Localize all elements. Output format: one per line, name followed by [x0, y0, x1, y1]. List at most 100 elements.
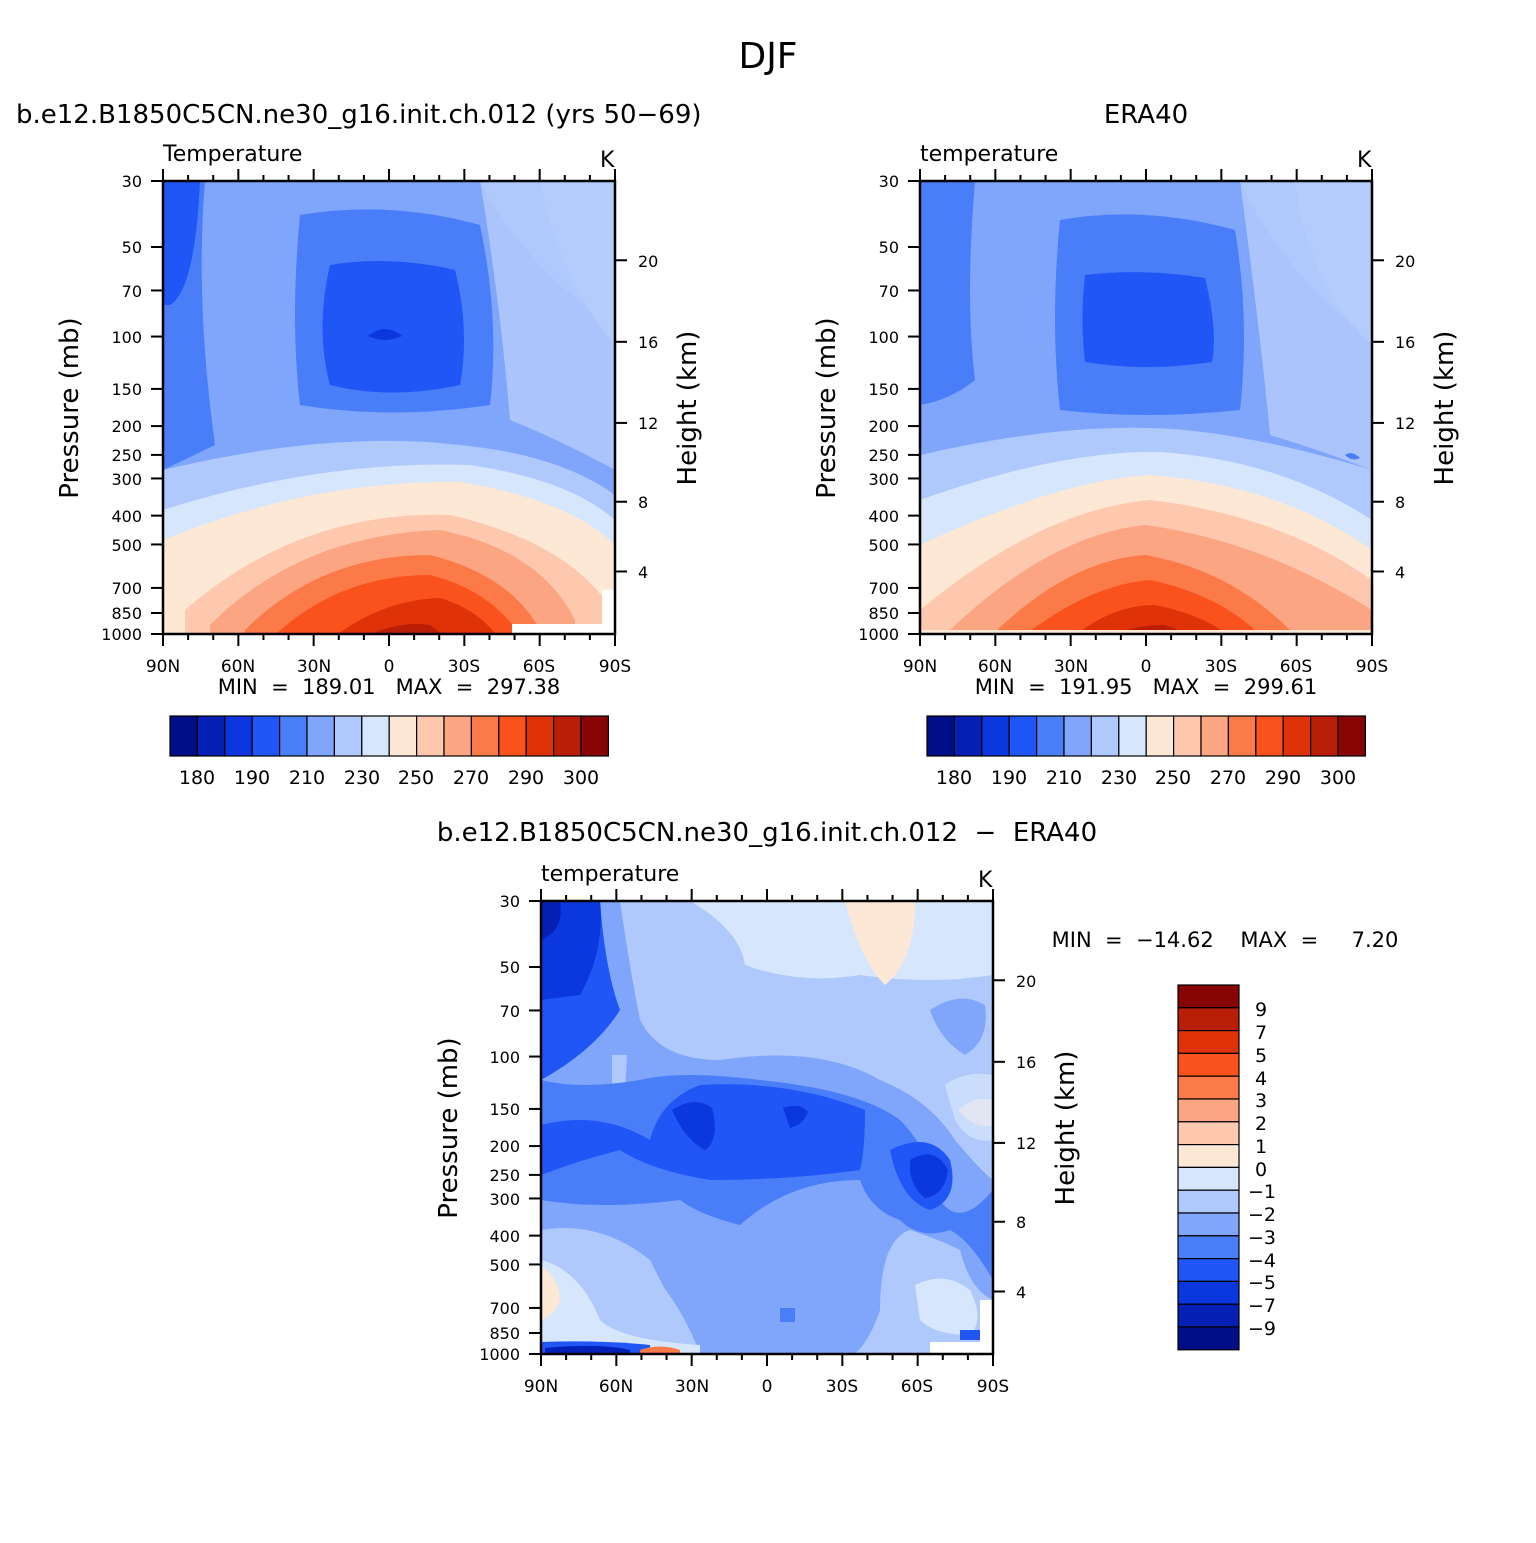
- y-tick-label: 100: [489, 1048, 520, 1067]
- y-tick-label: 700: [111, 579, 142, 598]
- panel-difference: b.e12.B1850C5CN.ne30_g16.init.ch.012 − E…: [434, 818, 1398, 1397]
- colorbar-labels: 9 7 5 4 3 2 1 0 −1 −2 −3 −4 −5 −7 −9: [1248, 999, 1276, 1340]
- colorbar-swatch: [1177, 1303, 1240, 1328]
- colorbar-swatch: [1200, 715, 1229, 757]
- panel-era40-yticks-right: 20 16 12 8 4: [1395, 252, 1415, 582]
- y-tick-label: 100: [111, 328, 142, 347]
- colorbar-label: 250: [1155, 767, 1191, 789]
- y-right-tick-label: 16: [1016, 1053, 1036, 1072]
- x-tick-label: 60N: [978, 657, 1012, 677]
- colorbar-label: −3: [1248, 1227, 1276, 1249]
- y-tick-label: 30: [500, 892, 520, 911]
- colorbar-swatch: [224, 715, 253, 757]
- colorbar-swatch: [1177, 1257, 1240, 1282]
- y-tick-label: 150: [489, 1100, 520, 1119]
- colorbar-swatch: [1035, 715, 1065, 757]
- colorbar-swatch: [1177, 1235, 1240, 1260]
- y-tick-label: 70: [122, 282, 142, 301]
- y-tick-label: 500: [111, 536, 142, 555]
- x-tick-label: 0: [762, 1377, 773, 1397]
- y-tick-label: 300: [868, 470, 899, 489]
- colorbar-swatch: [1227, 715, 1257, 757]
- y-tick-label: 850: [489, 1324, 520, 1343]
- colorbar-swatch: [1177, 1166, 1240, 1191]
- y-tick-label: 500: [489, 1256, 520, 1275]
- y-right-tick-label: 16: [638, 333, 658, 352]
- colorbar-label: −2: [1248, 1204, 1276, 1226]
- y-tick-label: 250: [111, 446, 142, 465]
- y-tick-label: 1000: [101, 625, 142, 644]
- colorbar: [926, 715, 1366, 757]
- colorbar-label: 190: [234, 767, 270, 789]
- panel-model-variable: Temperature: [162, 142, 302, 167]
- panel-model-field: [163, 181, 615, 634]
- colorbar-swatch: [470, 715, 500, 757]
- x-tick-label: 30N: [1054, 657, 1088, 677]
- y-tick-label: 300: [489, 1190, 520, 1209]
- x-tick-label: 30N: [675, 1377, 709, 1397]
- colorbar-swatch: [580, 715, 609, 757]
- colorbar-label: 300: [563, 767, 599, 789]
- x-tick-label: 0: [1141, 657, 1152, 677]
- colorbar-swatch: [1172, 715, 1202, 757]
- y-tick-label: 150: [111, 380, 142, 399]
- y-tick-label: 700: [489, 1299, 520, 1318]
- colorbar-label: 1: [1255, 1136, 1267, 1158]
- y-tick-label: 30: [879, 172, 899, 191]
- x-tick-label: 90S: [599, 657, 631, 677]
- x-tick-label: 0: [384, 657, 395, 677]
- panel-era40-field: [920, 181, 1372, 634]
- colorbar: [1177, 984, 1240, 1351]
- y-tick-label: 200: [868, 417, 899, 436]
- panel-era40-yticks: 30 50 70 100 150 200 250 300 400 500 700…: [858, 172, 899, 644]
- y-axis-label-right: Height (km): [1430, 331, 1460, 486]
- colorbar-label: 230: [344, 767, 380, 789]
- y-right-tick-label: 8: [1395, 493, 1405, 512]
- colorbar-swatch: [1090, 715, 1120, 757]
- colorbar-swatch: [981, 715, 1010, 757]
- panel-era40: ERA40 temperature K: [812, 100, 1460, 789]
- x-tick-label: 60S: [901, 1377, 933, 1397]
- y-right-tick-label: 4: [1395, 563, 1405, 582]
- y-tick-label: 700: [868, 579, 899, 598]
- colorbar-label: 210: [289, 767, 325, 789]
- colorbar-swatch: [1255, 715, 1284, 757]
- colorbar-label: 9: [1255, 999, 1267, 1021]
- y-tick-label: 400: [111, 507, 142, 526]
- colorbar-labels: 180 190 210 230 250 270 290 300: [936, 767, 1356, 789]
- y-axis-label-right: Height (km): [1051, 1051, 1081, 1206]
- x-tick-label: 90S: [1356, 657, 1388, 677]
- colorbar-swatch: [1008, 715, 1038, 757]
- y-right-tick-label: 12: [1016, 1134, 1036, 1153]
- x-tick-label: 90N: [146, 657, 180, 677]
- panel-model-xticks: 90N 60N 30N 0 30S 60S 90S: [146, 657, 631, 677]
- colorbar-swatch: [1177, 1007, 1240, 1032]
- y-right-tick-label: 20: [1016, 972, 1036, 991]
- y-tick-label: 850: [868, 604, 899, 623]
- colorbar-label: 5: [1255, 1045, 1267, 1067]
- panel-difference-yticks-right: 20 16 12 8 4: [1016, 972, 1036, 1302]
- panel-model: b.e12.B1850C5CN.ne30_g16.init.ch.012 (yr…: [16, 100, 703, 789]
- colorbar-swatch: [1177, 1326, 1240, 1351]
- panel-era40-xticks: 90N 60N 30N 0 30S 60S 90S: [903, 657, 1388, 677]
- colorbar-swatch: [525, 715, 555, 757]
- colorbar-swatch: [279, 715, 308, 757]
- y-tick-label: 200: [111, 417, 142, 436]
- colorbar-swatch: [251, 715, 281, 757]
- colorbar-label: −1: [1248, 1181, 1276, 1203]
- colorbar: [169, 715, 609, 757]
- min-max-label: MIN = −14.62 MAX = 7.20: [1052, 928, 1399, 952]
- panel-difference-xticks: 90N 60N 30N 0 30S 60S 90S: [524, 1377, 1009, 1397]
- min-max-label: MIN = 191.95 MAX = 299.61: [975, 675, 1317, 699]
- colorbar-label: 290: [1265, 767, 1301, 789]
- colorbar-swatch: [1177, 984, 1240, 1009]
- x-tick-label: 30S: [448, 657, 480, 677]
- colorbar-swatch: [1063, 715, 1092, 757]
- panel-model-yticks: 30 50 70 100 150 200 250 300 400 500 700…: [101, 172, 142, 644]
- colorbar-label: 270: [453, 767, 489, 789]
- colorbar-swatch: [416, 715, 445, 757]
- colorbar-label: 0: [1255, 1159, 1267, 1181]
- colorbar-swatch: [498, 715, 527, 757]
- y-tick-label: 30: [122, 172, 142, 191]
